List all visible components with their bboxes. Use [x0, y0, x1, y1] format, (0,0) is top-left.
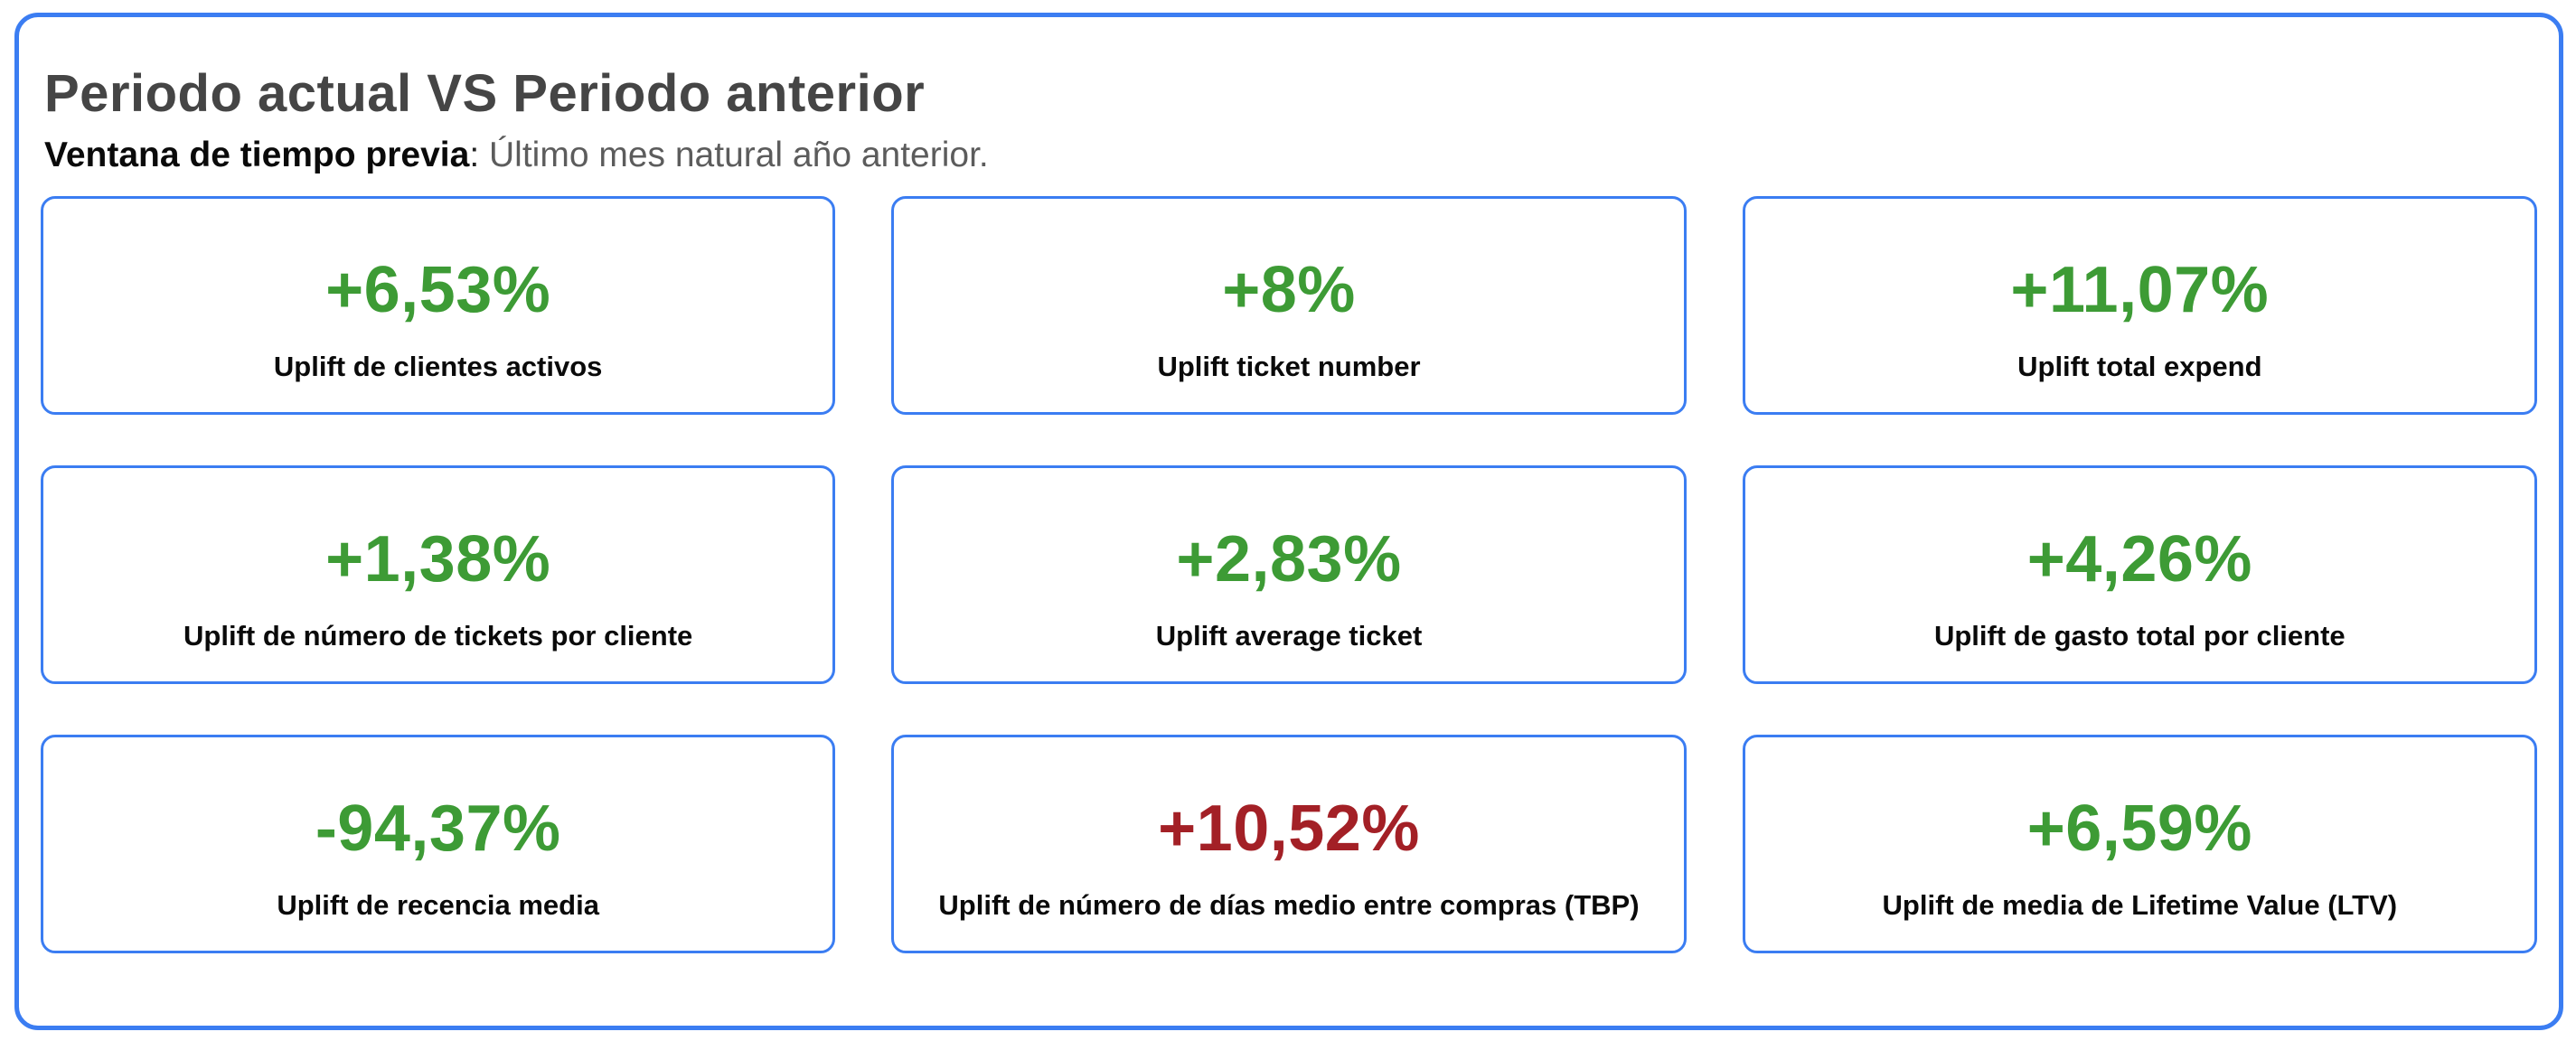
kpi-value: +1,38%: [325, 523, 551, 596]
kpi-label: Uplift de gasto total por cliente: [1933, 620, 2346, 652]
subtitle-text: Último mes natural año anterior.: [489, 135, 989, 174]
kpi-value: -94,37%: [315, 792, 561, 866]
subtitle-colon: :: [469, 135, 489, 174]
kpi-card: +1,38% Uplift de número de tickets por c…: [41, 465, 836, 685]
kpi-label: Uplift average ticket: [1155, 620, 1423, 652]
kpi-card: +10,52% Uplift de número de días medio e…: [891, 735, 1687, 954]
kpi-grid: +6,53% Uplift de clientes activos +8% Up…: [41, 196, 2537, 954]
kpi-label: Uplift total expend: [2017, 351, 2262, 383]
kpi-value: +8%: [1222, 254, 1356, 327]
kpi-value: +4,26%: [2026, 523, 2252, 596]
kpi-value: +10,52%: [1158, 792, 1420, 866]
kpi-card: -94,37% Uplift de recencia media: [41, 735, 836, 954]
kpi-card: +6,59% Uplift de media de Lifetime Value…: [1742, 735, 2537, 954]
kpi-value: +2,83%: [1176, 523, 1402, 596]
kpi-label: Uplift de número de tickets por cliente: [183, 620, 693, 652]
kpi-label: Uplift de media de Lifetime Value (LTV): [1882, 889, 2398, 922]
kpi-label: Uplift de recencia media: [277, 889, 599, 922]
kpi-card: +4,26% Uplift de gasto total por cliente: [1742, 465, 2537, 685]
kpi-card: +11,07% Uplift total expend: [1742, 196, 2537, 416]
comparison-panel: Periodo actual VS Periodo anterior Venta…: [14, 13, 2563, 1030]
kpi-value: +6,53%: [325, 254, 551, 327]
kpi-value: +6,59%: [2026, 792, 2252, 866]
subtitle-label: Ventana de tiempo previa: [44, 135, 470, 174]
kpi-label: Uplift de clientes activos: [273, 351, 603, 383]
kpi-card: +8% Uplift ticket number: [891, 196, 1687, 416]
kpi-card: +2,83% Uplift average ticket: [891, 465, 1687, 685]
kpi-value: +11,07%: [2010, 254, 2270, 327]
panel-subtitle: Ventana de tiempo previa: Último mes nat…: [44, 133, 2537, 179]
panel-title: Periodo actual VS Periodo anterior: [44, 64, 926, 123]
kpi-label: Uplift ticket number: [1157, 351, 1421, 383]
kpi-label: Uplift de número de días medio entre com…: [938, 889, 1640, 922]
kpi-card: +6,53% Uplift de clientes activos: [41, 196, 836, 416]
